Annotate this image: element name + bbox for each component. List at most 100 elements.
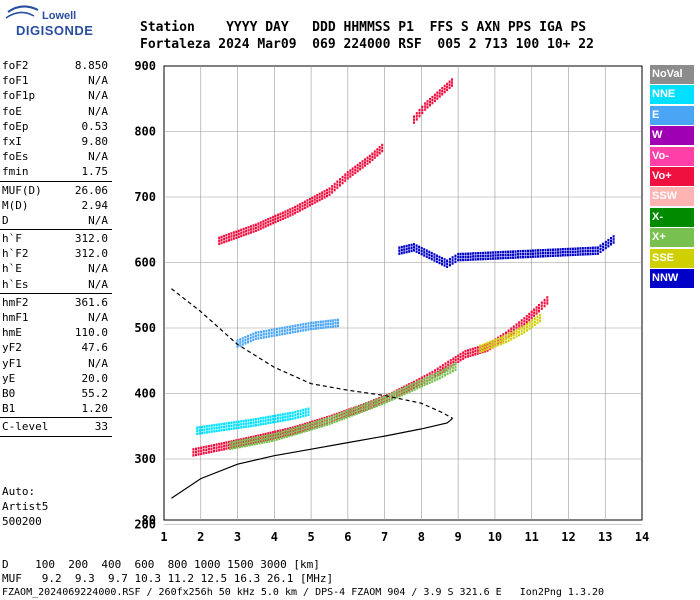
trace-point (252, 224, 255, 227)
trace-point (294, 208, 297, 212)
trace-point (299, 412, 302, 415)
trace-point (225, 444, 228, 447)
trace-point (533, 317, 536, 320)
trace-point (348, 409, 351, 412)
trace-point (294, 324, 297, 327)
trace-point (431, 101, 434, 105)
trace-point (237, 423, 240, 426)
trace-point (235, 445, 238, 448)
trace-point (514, 250, 517, 253)
trace-point (275, 333, 278, 337)
trace-point (421, 105, 424, 109)
trace-point (349, 169, 352, 172)
trace-point (366, 159, 369, 162)
trace-point (236, 440, 239, 443)
trace-point (240, 438, 243, 441)
trace-point (383, 395, 386, 399)
x-tick-label: 3 (234, 530, 241, 544)
trace-point (302, 411, 305, 415)
trace-point (543, 298, 546, 302)
trace-point (258, 435, 261, 439)
trace-point (477, 258, 480, 261)
trace-point (230, 232, 233, 235)
trace-point (284, 216, 287, 219)
trace-point (514, 253, 517, 256)
trace-point (295, 426, 298, 429)
trace-point (433, 373, 436, 376)
trace-point (210, 447, 213, 450)
trace-point (446, 366, 449, 370)
trace-point (275, 327, 278, 331)
trace-point (229, 441, 232, 445)
trace-point (252, 230, 255, 233)
trace-point (589, 252, 592, 256)
trace-point (274, 433, 277, 436)
trace-point (321, 194, 324, 197)
trace-point (610, 243, 612, 246)
trace-point (542, 255, 544, 258)
trace-point (291, 429, 294, 432)
trace-point (252, 338, 255, 342)
trace-point (247, 442, 250, 446)
trace-point (278, 327, 281, 330)
trace-point (446, 259, 449, 262)
trace-point (539, 252, 542, 255)
trace-point (308, 200, 311, 204)
trace-point (529, 249, 532, 253)
trace-point (589, 246, 592, 250)
trace-point (425, 255, 428, 258)
trace-point (259, 436, 262, 440)
trace-point (438, 89, 441, 92)
trace-point (256, 442, 259, 445)
param-separator (0, 229, 112, 231)
trace-point (236, 345, 239, 348)
trace-point (354, 171, 357, 175)
trace-point (241, 343, 244, 346)
trace-point (403, 248, 406, 251)
param-name: foE (2, 104, 22, 118)
trace-point (435, 260, 438, 263)
trace-point (526, 323, 528, 326)
trace-point (203, 431, 206, 434)
trace-point (296, 410, 299, 413)
trace-point (326, 417, 328, 420)
trace-point (311, 423, 314, 427)
trace-point (467, 352, 469, 355)
trace-point (536, 321, 539, 325)
trace-point (396, 390, 399, 393)
x-tick-label: 12 (561, 530, 575, 544)
trace-point (210, 450, 213, 453)
trace-point (247, 229, 250, 232)
trace-point (418, 245, 421, 249)
trace-point (304, 414, 307, 417)
trace-point (441, 257, 443, 260)
trace-point (457, 357, 460, 360)
trace-point (423, 254, 426, 257)
trace-point (315, 327, 317, 330)
trace-point (298, 425, 301, 429)
trace-point (223, 234, 226, 238)
trace-point (533, 314, 536, 317)
trace-point (291, 325, 294, 328)
trace-point (328, 190, 331, 193)
trace-point (476, 349, 479, 352)
trace-point (520, 332, 523, 335)
trace-point (482, 254, 485, 258)
trace-point (252, 421, 255, 424)
trace-point (519, 250, 522, 253)
trace-point (459, 355, 462, 359)
trace-point (223, 422, 226, 426)
trace-point (286, 433, 289, 437)
trace-point (435, 254, 438, 257)
trace-point (243, 441, 246, 445)
trace-point (512, 336, 515, 340)
trace-point (296, 330, 299, 333)
trace-point (213, 430, 216, 433)
trace-point (469, 252, 472, 255)
trace-point (523, 331, 526, 334)
trace-point (205, 425, 208, 428)
trace-point (253, 439, 256, 443)
legend-item-ssw: SSW (650, 187, 694, 207)
x-tick-label: 9 (455, 530, 462, 544)
trace-point (612, 241, 615, 244)
